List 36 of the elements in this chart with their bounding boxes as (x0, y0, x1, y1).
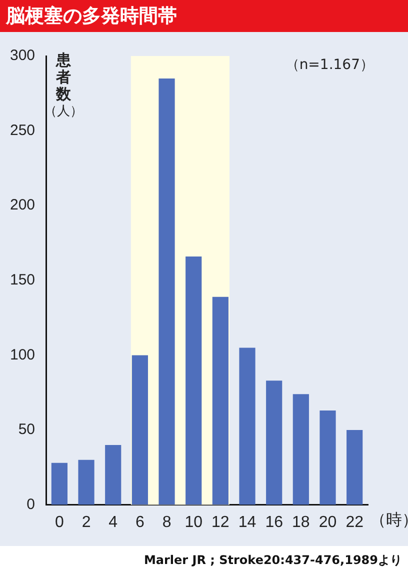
y-tick-label: 150 (10, 272, 36, 289)
bar (105, 444, 122, 505)
bar (239, 348, 256, 505)
bar (51, 462, 68, 505)
bar (320, 410, 336, 505)
chart-title: 脳梗塞の多発時間帯 (0, 0, 408, 32)
y-tick-label: 50 (18, 421, 36, 438)
y-tick-label: 300 (10, 47, 36, 64)
bar (292, 394, 309, 505)
x-tick-label: 4 (108, 514, 118, 531)
y-axis-title: 患者数（人） (44, 51, 83, 120)
x-tick-label: 12 (212, 514, 230, 531)
x-tick-label: 2 (82, 514, 91, 531)
bar (346, 430, 363, 505)
x-tick-label: 16 (265, 514, 284, 531)
y-tick-label: 0 (26, 496, 36, 513)
text: Marler JR ; Stroke20:437-476,1989より (144, 552, 402, 569)
annotation: （n=1.167） (285, 56, 374, 74)
x-tick-label: 14 (238, 514, 256, 531)
x-tick-label: 20 (318, 514, 337, 531)
x-tick-label: 0 (54, 514, 64, 531)
x-tick-label: 10 (184, 514, 203, 531)
bar (186, 256, 202, 505)
x-tick-label: 6 (135, 514, 144, 531)
bar (266, 380, 282, 505)
y-tick-label: 100 (10, 346, 36, 364)
y-tick-label: 200 (10, 196, 36, 214)
x-tick-label: 8 (162, 514, 172, 531)
bar (158, 78, 175, 505)
x-tick-label: 18 (292, 514, 310, 531)
y-tick-label: 250 (10, 122, 36, 139)
bar (212, 296, 228, 505)
x-tick-label: 22 (346, 514, 364, 531)
x-axis-title: （時） (370, 510, 408, 529)
bar (78, 460, 94, 505)
bar (132, 355, 148, 505)
